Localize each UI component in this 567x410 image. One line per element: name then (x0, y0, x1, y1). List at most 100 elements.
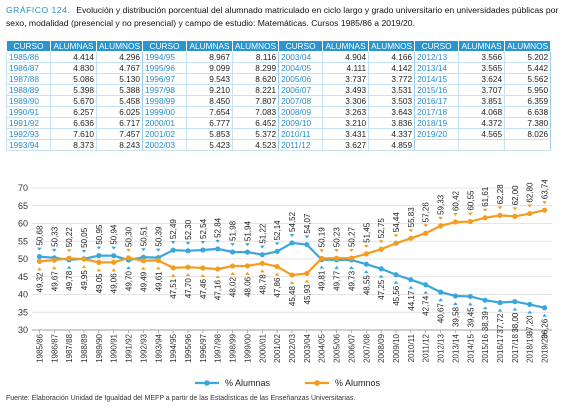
x-tick-label: 1989/90 (95, 333, 104, 362)
data-point (363, 261, 369, 267)
label-pointer (453, 213, 458, 217)
data-label: 39,45 (466, 307, 475, 328)
data-label: 50,23 (333, 227, 342, 248)
data-label: 38,39 (481, 311, 490, 332)
label-pointer (245, 243, 250, 247)
label-pointer (423, 290, 429, 294)
data-point (408, 277, 414, 283)
data-label: 51,98 (229, 220, 238, 241)
data-label: 50,51 (139, 226, 148, 247)
data-point (467, 293, 473, 300)
data-point (497, 299, 503, 306)
label-pointer (319, 265, 325, 269)
cell-value: 3.263 (322, 106, 370, 118)
cell-value: 6.025 (95, 106, 144, 118)
cell-value: 7.654 (186, 106, 234, 118)
cell-value: 3.851 (458, 95, 506, 107)
label-pointer (245, 271, 250, 275)
data-point (229, 263, 236, 269)
data-label: 52,30 (184, 219, 193, 240)
cell-course: 2007/08 (278, 95, 324, 107)
column-header: ALUMNAS (186, 40, 234, 52)
data-label: 47,46 (199, 278, 208, 299)
cell-value: 4.296 (95, 51, 144, 63)
data-point (244, 249, 251, 255)
label-pointer (304, 235, 310, 239)
cell-value: 3.624 (458, 73, 506, 85)
data-point (423, 230, 429, 236)
x-tick-label: 2006/07 (347, 333, 356, 362)
y-tick-label: 30 (18, 325, 28, 335)
cell-value: 8.620 (232, 73, 280, 85)
cell-course: 2006/07 (278, 84, 324, 96)
x-tick-label: 2012/13 (437, 333, 446, 362)
cell-value: 4.142 (368, 62, 416, 74)
cell-value: 3.836 (368, 117, 416, 129)
cell-value: 3.643 (368, 106, 416, 118)
label-pointer (349, 265, 354, 269)
data-point (378, 246, 384, 252)
data-label: 62,80 (526, 182, 535, 203)
data-point (437, 289, 444, 295)
x-tick-label: 2016/17 (496, 333, 505, 362)
cell-course: 2002/03 (142, 139, 188, 151)
data-point (304, 270, 310, 277)
data-point (140, 254, 147, 260)
label-pointer (126, 248, 131, 252)
label-pointer (81, 265, 87, 269)
cell-value: 4.111 (322, 62, 370, 74)
legend-swatch-marker (314, 380, 320, 386)
data-point (111, 259, 117, 265)
table-body: 1985/86 4.414 4.296 1994/95 8.967 8.116 2003/0… (6, 51, 552, 151)
column-header: CURSO (142, 40, 188, 52)
label-pointer (304, 279, 310, 283)
data-label: 48,55 (362, 275, 371, 296)
x-tick-label: 1985/86 (35, 333, 44, 362)
data-point (229, 249, 236, 255)
label-pointer (363, 270, 369, 274)
cell-course: 2001/02 (142, 128, 188, 140)
data-point (408, 235, 414, 241)
x-tick-label: 1990/91 (110, 333, 119, 362)
x-tick-label: 1998/99 (229, 333, 238, 362)
table-row: 1987/88 5.086 5.130 1996/97 9.543 8.620 2005/0… (6, 73, 552, 85)
table-row: 1993/94 8.373 8.243 2002/03 5.423 4.523 2011/1… (6, 139, 552, 151)
data-label: 45,48 (288, 286, 297, 307)
x-tick-label: 2007/08 (362, 333, 371, 362)
label-pointer (230, 242, 235, 246)
label-pointer (155, 266, 161, 270)
x-tick-label: 2004/05 (318, 333, 327, 362)
legend-swatch-marker (204, 380, 210, 386)
cell-course: 2003/04 (278, 51, 324, 63)
data-label: 42,74 (422, 295, 431, 316)
cell-value: 5.458 (95, 95, 144, 107)
label-pointer (215, 275, 221, 279)
cell-value: 6.717 (95, 117, 144, 129)
data-label: 50,22 (65, 227, 74, 248)
label-pointer (423, 224, 429, 228)
data-label: 50,27 (347, 226, 356, 247)
cell-course: 2017/18 (414, 106, 460, 118)
data-label: 50,94 (110, 224, 119, 245)
chart-title: GRÁFICO 124. Evolución y distribución por… (6, 4, 562, 30)
cell-value: 4.904 (322, 51, 370, 63)
cell-value: 7.457 (95, 128, 144, 140)
x-tick-label: 1993/94 (154, 333, 163, 362)
label-pointer (482, 208, 488, 212)
data-point (170, 247, 176, 253)
label-pointer (319, 249, 325, 253)
cell-value: 3.565 (458, 62, 506, 74)
column-header: ALUMNAS (50, 40, 97, 52)
label-pointer (393, 234, 399, 238)
data-point (215, 266, 221, 272)
label-pointer (527, 204, 533, 208)
label-pointer (512, 307, 518, 311)
cell-value: 5.950 (504, 84, 552, 96)
legend-label: % Alumnos (335, 378, 381, 388)
cell-course: 1998/99 (142, 95, 188, 107)
data-label: 36,26 (541, 318, 550, 339)
data-label: 52,54 (199, 218, 208, 239)
data-label: 49,73 (347, 270, 356, 291)
cell-course: 1989/90 (6, 95, 51, 107)
cell-value: 8.116 (232, 51, 280, 63)
